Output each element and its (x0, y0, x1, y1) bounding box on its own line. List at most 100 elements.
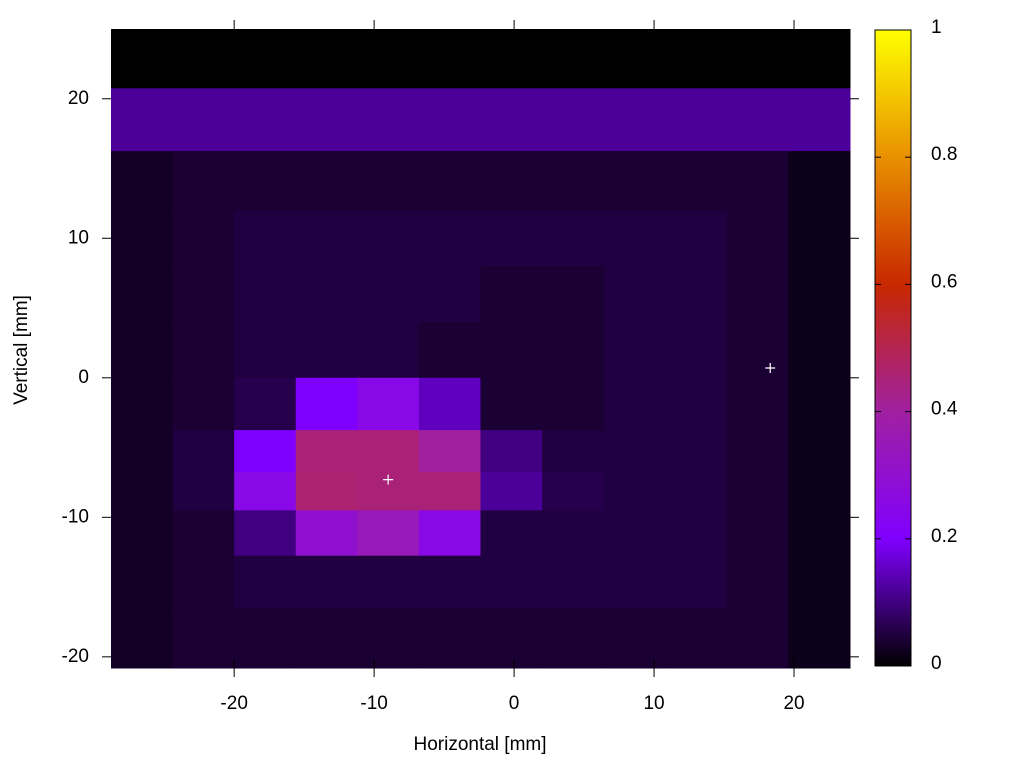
heat-cell (665, 555, 728, 609)
heat-cell (295, 88, 358, 152)
heat-cell (111, 151, 174, 211)
heat-cell (788, 29, 851, 89)
heat-cell (172, 88, 235, 152)
colorbar-tick-label: 0.8 (931, 144, 957, 165)
heat-cell (788, 151, 851, 211)
heat-cell (234, 88, 297, 152)
heat-cell (357, 266, 420, 323)
heat-cell (542, 210, 605, 267)
heat-cell (726, 377, 789, 431)
heat-cell (726, 88, 789, 152)
heat-cell (295, 510, 358, 557)
heat-cell (726, 321, 789, 379)
heat-cell (295, 210, 358, 267)
heat-cell (234, 266, 297, 323)
heat-cell (726, 266, 789, 323)
heat-cell (357, 88, 420, 152)
colorbar-tick-label: 0.4 (931, 399, 958, 420)
heat-cell (788, 377, 851, 431)
heat-cell (172, 471, 235, 511)
heat-cell (726, 151, 789, 211)
heat-cell (542, 608, 605, 669)
heat-cell (542, 266, 605, 323)
heat-cell (603, 321, 666, 379)
heat-cell (788, 430, 851, 473)
heat-cell (665, 266, 728, 323)
heat-cell (542, 510, 605, 557)
heat-cell (480, 210, 543, 267)
heat-cell (111, 555, 174, 609)
heat-cell (111, 88, 174, 152)
heat-cell (480, 377, 543, 431)
heat-cell (418, 210, 481, 267)
heat-cell (418, 151, 481, 211)
x-tick-label: -20 (220, 693, 247, 714)
y-tick-label: 20 (68, 88, 89, 109)
heat-cell (111, 430, 174, 473)
heat-cell (234, 608, 297, 669)
heat-cell (418, 29, 481, 89)
heat-cell (172, 555, 235, 609)
heat-cell (542, 151, 605, 211)
heat-cell (480, 471, 543, 511)
heat-cell (234, 555, 297, 609)
heat-cell (418, 377, 481, 431)
heat-cell (603, 510, 666, 557)
heat-cell (295, 321, 358, 379)
heat-cell (665, 29, 728, 89)
heat-cell (665, 88, 728, 152)
heat-cell (542, 29, 605, 89)
x-tick-label: -10 (360, 693, 387, 714)
heat-cell (357, 608, 420, 669)
heat-cell (172, 430, 235, 473)
heat-cell (357, 321, 420, 379)
heat-cell (295, 471, 358, 511)
heat-cell (111, 321, 174, 379)
heat-cell (665, 608, 728, 669)
heat-cell (603, 377, 666, 431)
x-tick-label: 10 (643, 693, 664, 714)
heat-cell (111, 210, 174, 267)
heat-cell (418, 608, 481, 669)
heat-cell (295, 608, 358, 669)
heat-cell (603, 29, 666, 89)
heat-cell (295, 151, 358, 211)
marker (383, 474, 394, 485)
heat-cell (357, 555, 420, 609)
heat-cell (480, 151, 543, 211)
heat-cell (295, 377, 358, 431)
heat-cell (234, 321, 297, 379)
y-tick-label: 10 (68, 227, 89, 248)
heat-cell (480, 608, 543, 669)
heat-cell (665, 377, 728, 431)
heat-cell (726, 29, 789, 89)
heat-cell (726, 430, 789, 473)
x-axis-label: Horizontal [mm] (413, 734, 546, 755)
heat-cell (234, 510, 297, 557)
y-tick-label: 0 (78, 367, 89, 388)
heat-cell (418, 471, 481, 511)
heat-cell (418, 321, 481, 379)
heat-cell (788, 471, 851, 511)
heat-cell (603, 266, 666, 323)
heat-cell (418, 555, 481, 609)
marker (765, 363, 776, 374)
heat-cell (665, 210, 728, 267)
heat-cell (603, 608, 666, 669)
heat-cell (665, 321, 728, 379)
heat-cell (788, 608, 851, 669)
heat-cell (234, 210, 297, 267)
heat-cell (234, 430, 297, 473)
heat-cell (234, 151, 297, 211)
heat-cell (665, 151, 728, 211)
heat-cell (788, 88, 851, 152)
heat-cell (357, 430, 420, 473)
heat-cell (665, 471, 728, 511)
colorbar (874, 29, 912, 667)
heat-cell (788, 555, 851, 609)
heat-cell (172, 29, 235, 89)
heat-cell (234, 29, 297, 89)
heat-cell (172, 321, 235, 379)
heat-cell (111, 608, 174, 669)
heat-cell (788, 210, 851, 267)
